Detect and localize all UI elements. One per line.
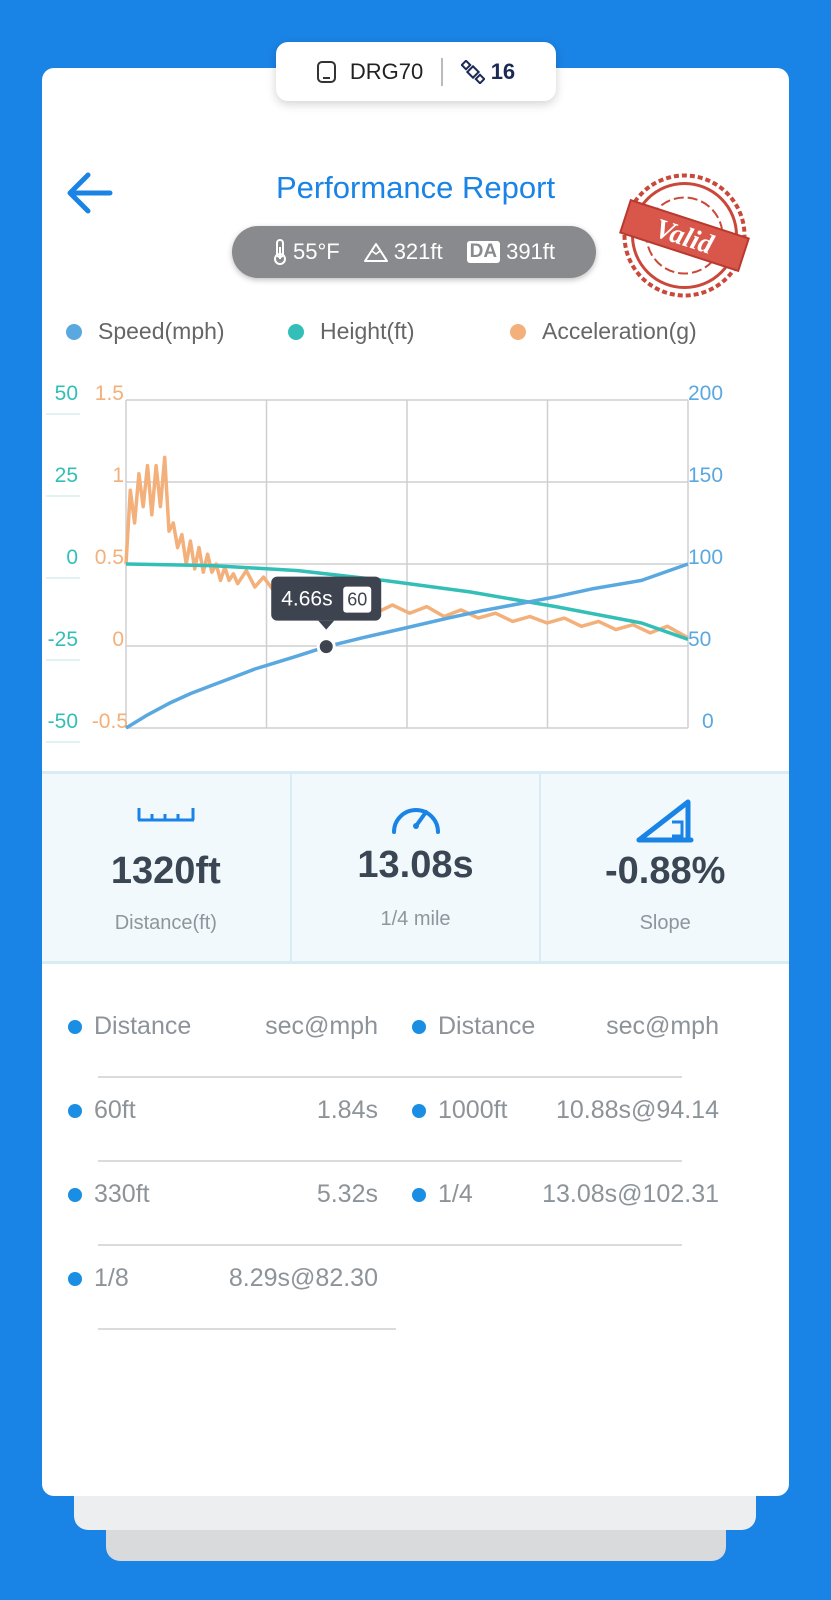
stat-label: 1/4 mile	[380, 908, 451, 930]
row-distance: 60ft	[68, 1096, 136, 1125]
density-altitude-item: DA 391ft	[466, 239, 556, 265]
tooltip-time: 4.66s	[281, 588, 332, 611]
summary-stats: 1320ft Distance(ft) 13.08s 1/4 mile -0.8…	[42, 771, 789, 964]
stat-value: -0.88%	[604, 850, 726, 892]
tooltip-point-marker	[316, 637, 336, 657]
stat-value: 13.08s	[357, 844, 474, 886]
row-divider	[98, 1076, 682, 1078]
device-name: DRG70	[349, 58, 424, 84]
row-time-2: 13.08s@102.31	[542, 1180, 719, 1208]
stat-value: 1320ft	[110, 850, 221, 892]
thermometer-icon	[273, 239, 286, 265]
tick-label-speed: 150	[688, 464, 723, 487]
row-divider	[98, 1328, 396, 1330]
tick-label-acceleration: 0	[112, 628, 124, 651]
device-icon	[316, 60, 336, 83]
row-time-2: 10.88s@94.14	[555, 1096, 719, 1124]
header-sec-mph-2: sec@mph	[606, 1012, 719, 1040]
chart-legend: Speed(mph) Height(ft) Acceleration(g)	[42, 318, 789, 348]
table-header-row: Distance sec@mph Distance sec@mph	[42, 994, 789, 1078]
performance-report-card: Performance Report 55°F 321ft DA 391ft	[42, 68, 789, 1496]
row-distance-2: 1/4	[412, 1180, 473, 1209]
da-badge: DA	[466, 241, 501, 263]
legend-height[interactable]: Height(ft)	[288, 318, 415, 345]
bullet-dot	[68, 1187, 82, 1202]
tooltip-pointer	[318, 620, 335, 630]
tick-label-height: -50	[48, 710, 78, 733]
tooltip-value: 60	[347, 590, 367, 610]
tick-label-height: 50	[55, 382, 78, 405]
row-divider	[98, 1244, 682, 1246]
tick-label-height: 25	[55, 464, 78, 487]
row-distance: 330ft	[68, 1180, 150, 1209]
bullet-dot	[412, 1103, 426, 1118]
bullet-dot	[68, 1271, 82, 1286]
stat-label: Slope	[639, 912, 691, 934]
table-row: 60ft 1.84s 1000ft 10.88s@94.14	[42, 1078, 789, 1162]
satellite-icon	[460, 59, 485, 84]
tick-label-speed: 0	[702, 710, 714, 733]
tick-label-speed: 50	[688, 628, 711, 651]
tick-label-height: -25	[48, 628, 78, 651]
legend-acceleration[interactable]: Acceleration(g)	[510, 318, 697, 345]
mountain-icon	[363, 243, 388, 262]
header-sec-mph: sec@mph	[265, 1012, 378, 1040]
back-arrow-icon	[67, 172, 113, 214]
legend-label: Height(ft)	[320, 318, 415, 344]
ruler-icon	[137, 808, 195, 822]
temperature-value: 55°F	[292, 239, 340, 264]
altitude-item: 321ft	[363, 239, 443, 265]
bullet-dot	[412, 1019, 426, 1034]
tick-label-acceleration: 0.5	[95, 546, 124, 569]
speedometer-icon	[391, 808, 440, 834]
row-time: 5.32s	[316, 1180, 378, 1208]
back-button[interactable]	[60, 168, 120, 218]
tick-label-acceleration: 1	[112, 464, 124, 487]
stat-slope: -0.88% Slope	[539, 774, 789, 961]
stat-distance: 1320ft Distance(ft)	[42, 774, 290, 961]
tooltip-value-badge	[343, 586, 372, 613]
device-status-pill[interactable]: DRG70 16	[276, 42, 556, 101]
split-times-table: Distance sec@mph Distance sec@mph 60ft 1…	[42, 964, 789, 1384]
tick-label-speed: 200	[688, 382, 723, 405]
page-title: Performance Report	[275, 170, 556, 205]
header-distance-2: Distance	[412, 1012, 535, 1041]
stat-label: Distance(ft)	[114, 912, 217, 934]
legend-label: Acceleration(g)	[542, 318, 697, 344]
divider	[441, 57, 443, 86]
series-line-height	[125, 562, 689, 642]
tick-label-speed: 100	[688, 546, 723, 569]
density-altitude-value: 391ft	[506, 239, 556, 264]
conditions-pill: 55°F 321ft DA 391ft	[232, 226, 596, 278]
legend-dot-speed	[66, 323, 82, 340]
performance-chart[interactable]: 50 25 0 -25 -50 1.5 1 0.5 0 -0.5 200 150 100 50 0 4.66s…	[42, 364, 789, 764]
stat-time: 13.08s 1/4 mile	[289, 774, 540, 961]
row-time: 1.84s	[316, 1096, 378, 1124]
tick-label-height: 0	[66, 546, 78, 569]
legend-dot-acceleration	[510, 323, 526, 340]
tick-label-acceleration: 1.5	[95, 382, 124, 405]
row-distance-2: 1000ft	[412, 1096, 508, 1125]
series-line-acceleration	[124, 455, 689, 640]
legend-speed[interactable]: Speed(mph)	[66, 318, 225, 345]
valid-stamp-icon: Valid	[619, 173, 750, 298]
bullet-dot	[68, 1103, 82, 1118]
bullet-dot	[412, 1187, 426, 1202]
legend-dot-height	[288, 323, 304, 340]
row-divider	[98, 1160, 682, 1162]
row-distance: 1/8	[68, 1264, 129, 1293]
slope-icon	[636, 799, 694, 843]
altitude-value: 321ft	[393, 239, 443, 264]
legend-label: Speed(mph)	[98, 318, 225, 344]
tick-label-acceleration: -0.5	[92, 710, 128, 733]
table-row: 330ft 5.32s 1/4 13.08s@102.31	[42, 1162, 789, 1246]
temperature-item: 55°F	[273, 239, 340, 265]
satellite-count: 16	[490, 58, 516, 84]
header-distance: Distance	[68, 1012, 191, 1041]
table-row: 1/8 8.29s@82.30	[42, 1246, 789, 1330]
row-time: 8.29s@82.30	[228, 1264, 378, 1292]
bullet-dot	[68, 1019, 82, 1034]
